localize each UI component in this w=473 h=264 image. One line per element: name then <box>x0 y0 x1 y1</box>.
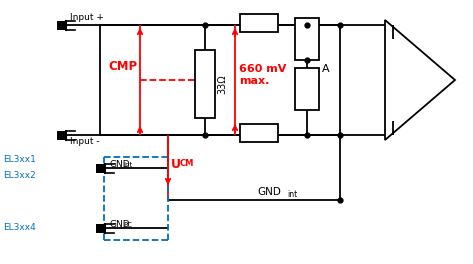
Text: CM: CM <box>180 159 194 168</box>
Text: CMP: CMP <box>108 60 137 73</box>
Bar <box>240 124 278 142</box>
Text: A: A <box>322 64 330 74</box>
Text: GND: GND <box>257 187 281 197</box>
Text: Input -: Input - <box>70 137 100 146</box>
Text: Input +: Input + <box>70 13 104 22</box>
Text: PC: PC <box>123 222 132 228</box>
Bar <box>295 68 319 110</box>
Text: 33Ω: 33Ω <box>217 74 227 94</box>
Bar <box>96 163 105 172</box>
Bar <box>195 50 215 118</box>
Text: GND: GND <box>109 220 130 229</box>
Text: 660 mV
max.: 660 mV max. <box>239 64 286 86</box>
Text: EL3xx2: EL3xx2 <box>3 172 36 181</box>
Bar <box>295 18 319 60</box>
Bar <box>96 224 105 233</box>
Text: int: int <box>123 162 132 168</box>
Text: int: int <box>287 190 297 199</box>
Bar <box>57 21 66 30</box>
Text: U: U <box>171 158 181 171</box>
Bar <box>240 14 278 32</box>
Text: EL3xx4: EL3xx4 <box>3 224 36 233</box>
Text: GND: GND <box>109 160 130 169</box>
Text: EL3xx1: EL3xx1 <box>3 155 36 164</box>
Bar <box>57 130 66 139</box>
